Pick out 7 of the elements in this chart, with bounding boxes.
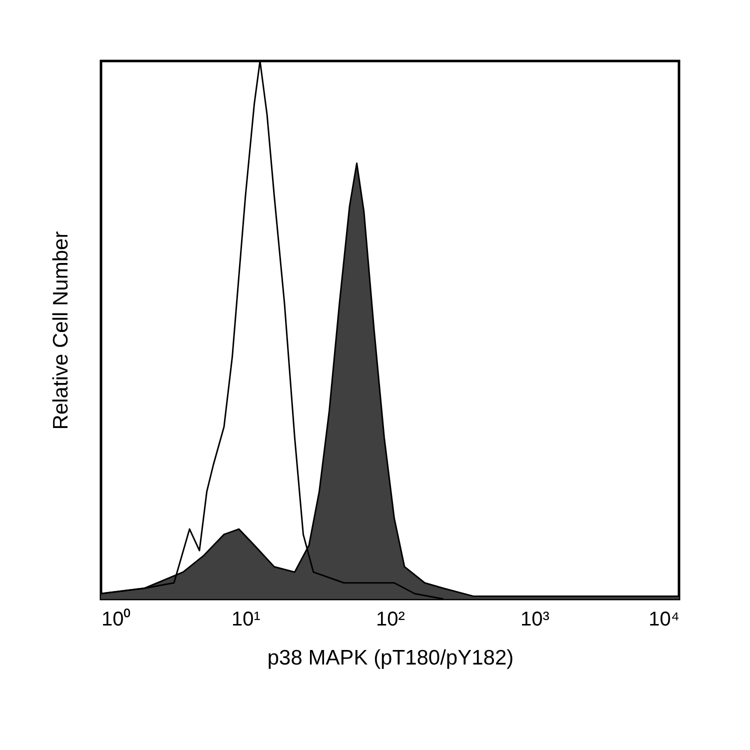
x-tick-label: 10¹ [232,608,261,630]
x-tick-label: 10² [376,608,406,630]
x-axis-title: p38 MAPK (pT180/pY182) [267,646,514,670]
y-axis-title: Relative Cell Number [50,231,72,430]
x-tick-label: 10³ [520,608,550,630]
x-tick-label: 10⁴ [648,608,680,630]
x-tick-label: 10⁰ [102,608,131,630]
